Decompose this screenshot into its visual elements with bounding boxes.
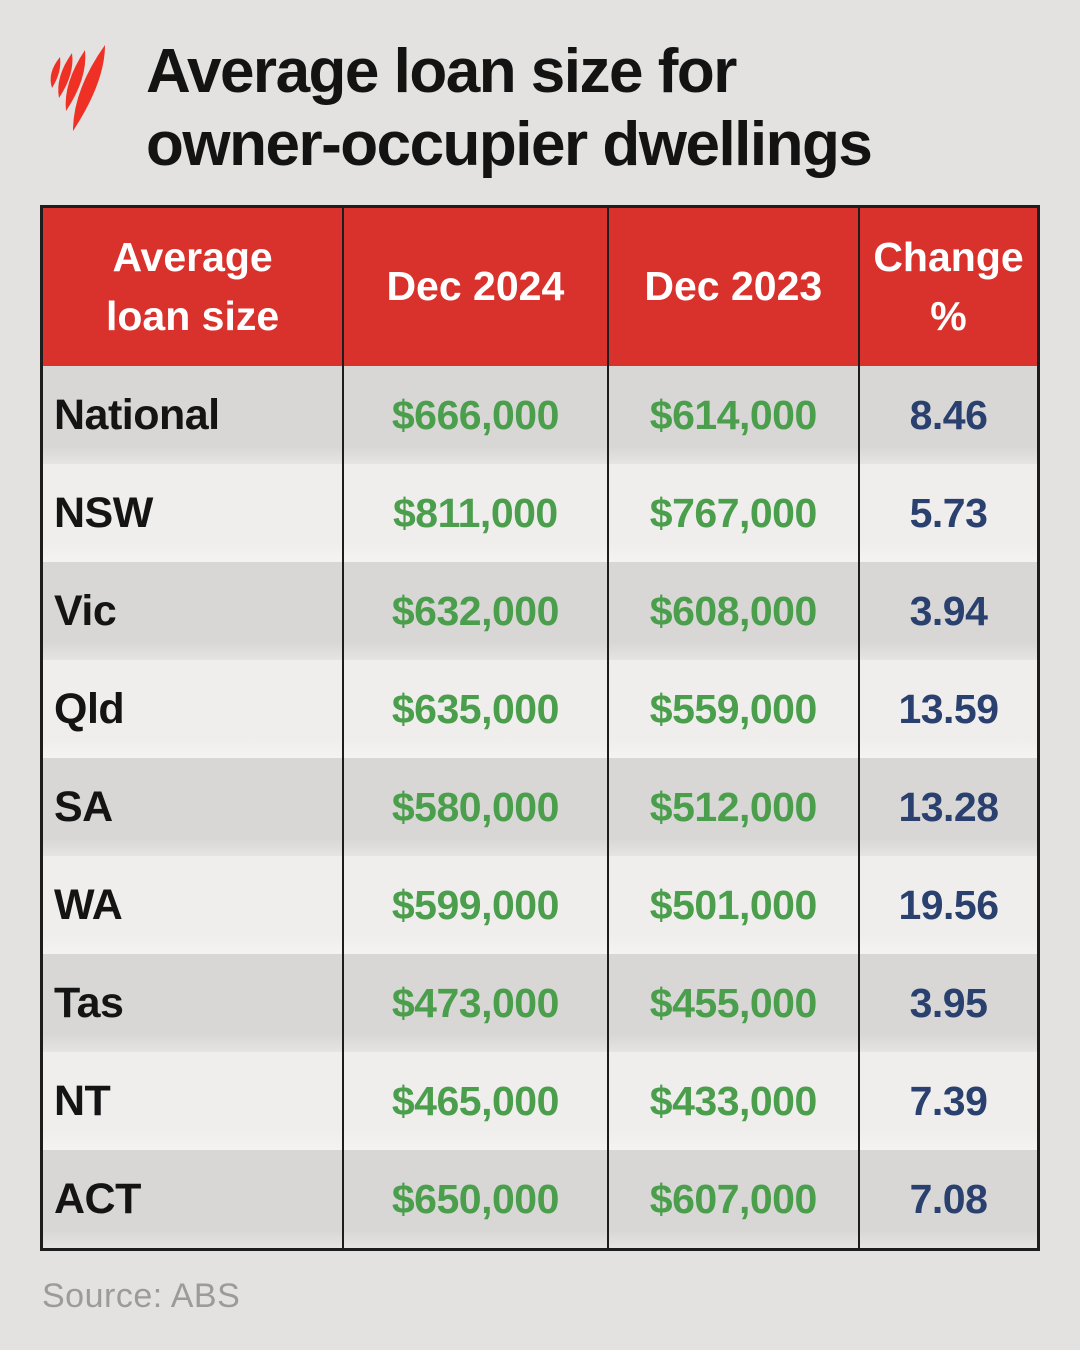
table-row-vic: Vic $632,000 $608,000 3.94 bbox=[43, 562, 1037, 661]
dec-2024-value: $635,000 bbox=[344, 660, 609, 759]
dec-2023-value: $433,000 bbox=[609, 1052, 861, 1151]
change-pct-value: 3.95 bbox=[909, 979, 988, 1026]
dec-2024-value: $465,000 bbox=[344, 1052, 609, 1151]
change-pct-value: 13.28 bbox=[898, 783, 999, 830]
region-label: SA bbox=[43, 758, 345, 857]
dec-2023-value: $607,000 bbox=[609, 1150, 861, 1249]
masthead: Average loan size for owner-occupier dwel… bbox=[0, 0, 1080, 181]
change-pct-value: 8.46 bbox=[909, 391, 988, 438]
dec-2023-value: $559,000 bbox=[609, 660, 861, 759]
table-row-sa: SA $580,000 $512,000 13.28 bbox=[43, 758, 1037, 857]
dec-2024-value: $473,000 bbox=[344, 954, 609, 1053]
dec-2023-value: $767,000 bbox=[609, 464, 861, 563]
dec-2024-value: $632,000 bbox=[344, 562, 609, 661]
table-row-national: National $666,000 $614,000 8.46 bbox=[43, 366, 1037, 465]
region-label: NSW bbox=[43, 464, 345, 563]
change-pct-value: 19.56 bbox=[898, 881, 999, 928]
region-label: Qld bbox=[43, 660, 345, 759]
change-pct-value: 3.94 bbox=[909, 587, 988, 634]
dec-2024-value: $650,000 bbox=[344, 1150, 609, 1249]
table-row-qld: Qld $635,000 $559,000 13.59 bbox=[43, 660, 1037, 759]
header-average-loan-size: Average loan size bbox=[43, 208, 345, 367]
dec-2023-value: $501,000 bbox=[609, 856, 861, 955]
page-title-line1: Average loan size for bbox=[146, 37, 737, 106]
table-row-nsw: NSW $811,000 $767,000 5.73 bbox=[43, 464, 1037, 563]
table-row-act: ACT $650,000 $607,000 7.08 bbox=[43, 1150, 1037, 1249]
dec-2023-value: $614,000 bbox=[609, 366, 861, 465]
region-label: WA bbox=[43, 856, 345, 955]
sbs-logo-icon bbox=[50, 45, 105, 131]
dec-2023-value: $608,000 bbox=[609, 562, 861, 661]
page-title-line2: owner-occupier dwellings bbox=[146, 109, 873, 179]
region-label: National bbox=[43, 366, 345, 465]
region-label: ACT bbox=[43, 1150, 345, 1249]
dec-2023-value: $512,000 bbox=[609, 758, 861, 857]
table-row-tas: Tas $473,000 $455,000 3.95 bbox=[43, 954, 1037, 1053]
region-label: NT bbox=[43, 1052, 345, 1151]
table-row-nt: NT $465,000 $433,000 7.39 bbox=[43, 1052, 1037, 1151]
loan-size-table: Average loan size Dec 2024 Dec 2023 Chan… bbox=[40, 205, 1040, 1252]
change-pct-value: 7.08 bbox=[909, 1175, 988, 1222]
header-dec-2024: Dec 2024 bbox=[344, 208, 609, 367]
source-note: Source: ABS bbox=[42, 1277, 241, 1316]
change-pct-value: 5.73 bbox=[909, 489, 988, 536]
header-dec-2023: Dec 2023 bbox=[609, 208, 861, 367]
dec-2024-value: $580,000 bbox=[344, 758, 609, 857]
dec-2024-value: $811,000 bbox=[344, 464, 609, 563]
dec-2023-value: $455,000 bbox=[609, 954, 861, 1053]
table-header-row: Average loan size Dec 2024 Dec 2023 Chan… bbox=[43, 208, 1037, 367]
change-pct-value: 13.59 bbox=[898, 685, 999, 732]
header-change-pct: Change % bbox=[873, 233, 1024, 340]
dec-2024-value: $666,000 bbox=[344, 366, 609, 465]
dec-2024-value: $599,000 bbox=[344, 856, 609, 955]
change-pct-value: 7.39 bbox=[909, 1077, 988, 1124]
page-title: Average loan size for owner-occupier dwel… bbox=[146, 36, 1042, 181]
region-label: Tas bbox=[43, 954, 345, 1053]
region-label: Vic bbox=[43, 562, 345, 661]
table-row-wa: WA $599,000 $501,000 19.56 bbox=[43, 856, 1037, 955]
